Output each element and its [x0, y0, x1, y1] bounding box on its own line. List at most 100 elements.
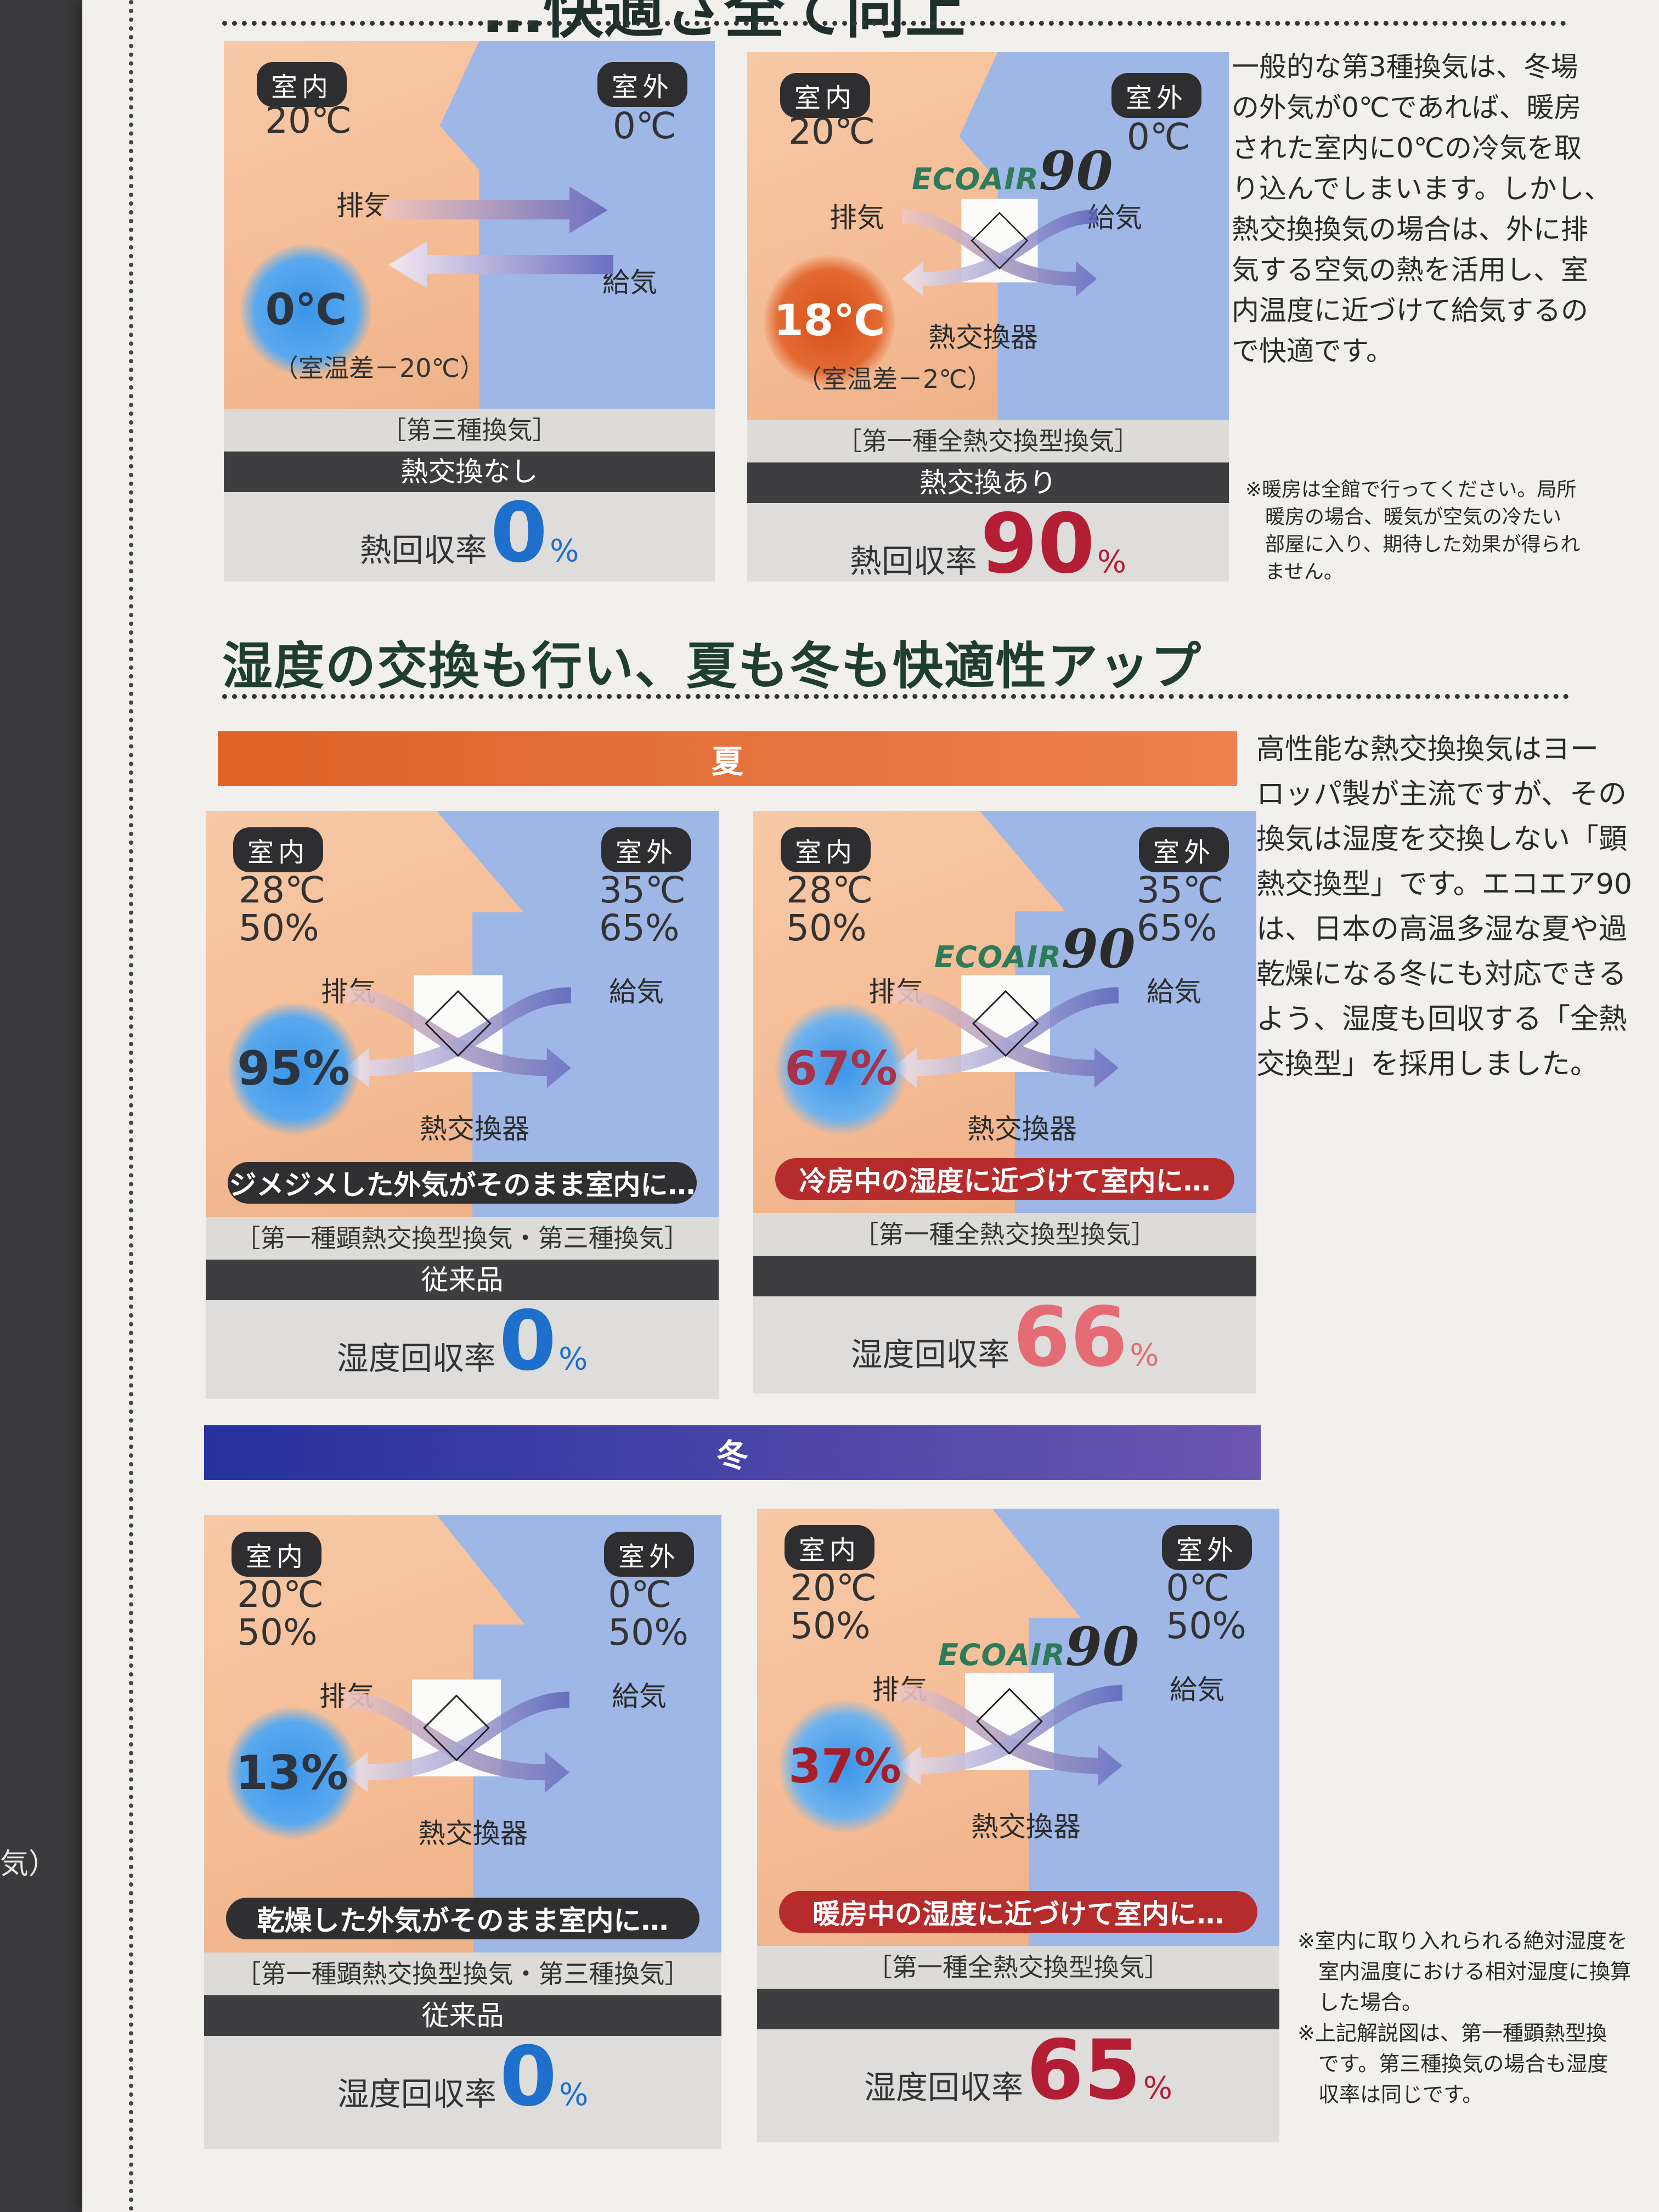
heat-recovery-label: 熱回収率	[359, 532, 487, 569]
ventilation-desc	[753, 1256, 1256, 1296]
ventilation-desc: 熱交換なし	[224, 452, 715, 492]
outdoor-tag: 室外	[603, 1532, 694, 1577]
outdoor-tag: 室外	[601, 827, 691, 872]
indoor-temp-humidity: 28℃ 50%	[786, 869, 873, 950]
top-footnote: ※暖房は全館で行ってください。局所 暖房の場合、暖気が空気の冷たい 部屋に入り、…	[1245, 478, 1581, 583]
heat-recovery-value: 90	[980, 496, 1095, 592]
indoor-tag: 室内	[781, 827, 871, 872]
ventilation-type: ［第一種顕熱交換型換気・第三種換気］	[206, 1217, 719, 1260]
humidity-circle: 67%	[775, 1003, 907, 1135]
ventilation-type: ［第一種全熱交換型換気］	[753, 1213, 1256, 1256]
exhaust-label: 排気	[336, 190, 391, 222]
indoor-temp: 20℃	[265, 99, 352, 142]
top-explanation: 一般的な第3種換気は、冬場 の外気が0℃であれば、暖房 された室内に0℃の冷気を取 …	[1232, 51, 1612, 367]
temp-difference: （室温差－2℃）	[797, 364, 992, 394]
page-edge-fragment: 気）	[0, 1848, 58, 1881]
humidity-recovery-value: 66	[1013, 1290, 1128, 1385]
humidity-recovery-value: 0	[499, 2029, 557, 2125]
ventilation-desc: 従来品	[206, 1260, 719, 1300]
indoor-outdoor-background	[437, 1515, 721, 1953]
outdoor-tag: 室外	[1111, 73, 1201, 118]
heat-panel-2: 室内 室外 20℃ 0℃ 排気 給気 熱交換器 ECOAIR90 18℃ （室温差－2℃） ［第一…	[747, 52, 1229, 592]
humidity-recovery-rate: 湿度回収率 66%	[753, 1296, 1256, 1393]
humidity-recovery-rate: 湿度回収率 0%	[206, 1300, 719, 1399]
ventilation-desc: 熱交換あり	[747, 462, 1229, 503]
summer-bar: 夏	[218, 731, 1237, 786]
airflow-arrows-icon	[893, 975, 1119, 1088]
humidity-recovery-label: 湿度回収率	[864, 2069, 1024, 2106]
outdoor-temp-humidity: 0℃ 50%	[608, 1573, 689, 1654]
indoor-outdoor-background	[992, 1509, 1279, 1946]
indoor-tag: 室内	[785, 1525, 875, 1570]
humidity-message-pill: 乾燥した外気がそのまま室内に…	[226, 1898, 699, 1939]
indoor-tag: 室内	[233, 827, 324, 872]
airflow-arrows-icon	[896, 1673, 1122, 1786]
supply-label: 給気	[1170, 1674, 1224, 1706]
ecoair90-logo: ECOAIR90	[938, 1616, 1140, 1678]
humidity-recovery-label: 湿度回収率	[336, 1340, 496, 1377]
indoor-temp: 20℃	[788, 110, 876, 153]
exhaust-label: 排気	[830, 202, 884, 234]
section-heading: 湿度の交換も行い、夏も冬も快適性アップ	[222, 637, 1203, 696]
ventilation-type: ［第一種顕熱交換型換気・第三種換気］	[204, 1953, 721, 1995]
humidity-recovery-value: 0	[499, 1294, 557, 1389]
indoor-temp-humidity: 20℃ 50%	[237, 1573, 324, 1654]
humidity-recovery-rate: 湿度回収率 0%	[204, 2036, 721, 2149]
percent-sign: %	[559, 2077, 589, 2113]
airflow-arrows-icon	[345, 975, 571, 1088]
indoor-temp-humidity: 28℃ 50%	[239, 869, 326, 950]
outdoor-temp: 0℃	[612, 105, 676, 147]
heat-panel-1: 室内 室外 20℃ 0℃ 排気 給気 0℃ （室温差－20℃） ［第三種換気］ 熱交換なし 熱回収…	[224, 41, 715, 582]
heat-exchanger-label: 熱交換器	[418, 1818, 528, 1849]
heat-diagram: 室内 室外 20℃ 0℃ 排気 給気 熱交換器 ECOAIR90 18℃ （室温差－2℃）	[747, 52, 1229, 420]
percent-sign: %	[550, 533, 579, 569]
percent-sign: %	[1097, 544, 1126, 580]
airflow-arrows-icon	[343, 1679, 569, 1793]
humidity-recovery-label: 湿度回収率	[337, 2075, 496, 2113]
supply-label: 給気	[612, 1680, 667, 1712]
outdoor-temp-humidity: 35℃ 65%	[1136, 869, 1223, 950]
ecoair90-logo: ECOAIR90	[912, 140, 1114, 202]
outdoor-tag: 室外	[1138, 827, 1229, 872]
room-temp-circle: 18℃	[764, 255, 895, 387]
heat-exchanger-arrows	[879, 959, 1132, 1098]
outdoor-temp: 0℃	[1126, 116, 1190, 158]
outdoor-tag: 室外	[597, 62, 687, 107]
mid-explanation: 高性能な熱交換換気はヨー ロッパ製が主流ですが、その 換気は湿度を交換しない「顕 熱…	[1256, 733, 1632, 1081]
humidity-circle: 13%	[226, 1707, 358, 1839]
percent-sign: %	[1143, 2070, 1172, 2106]
indoor-temp-humidity: 20℃ 50%	[790, 1567, 877, 1647]
humidity-recovery-label: 湿度回収率	[850, 1336, 1010, 1373]
indoor-outdoor-background	[436, 811, 719, 1217]
heat-exchanger-arrows	[332, 959, 584, 1098]
room-temp-circle: 0℃	[240, 244, 372, 376]
humidity-message-pill: 暖房中の湿度に近づけて室内に…	[779, 1891, 1257, 1933]
indoor-tag: 室内	[780, 73, 871, 118]
indoor-tag: 室内	[257, 62, 347, 107]
straight-flow-arrows-icon	[383, 187, 613, 288]
indoor-tag: 室内	[232, 1532, 322, 1577]
outdoor-tag: 室外	[1161, 1525, 1252, 1570]
humidity-recovery-value: 65	[1026, 2023, 1141, 2118]
heat-exchanger-arrows	[883, 1657, 1136, 1796]
winter-bar: 冬	[204, 1425, 1261, 1480]
airflow-arrows-icon	[902, 199, 1097, 296]
heat-exchanger-label: 熱交換器	[971, 1811, 1081, 1843]
humidity-circle: 95%	[228, 1003, 359, 1135]
humidity-message-pill: 冷房中の湿度に近づけて室内に…	[775, 1158, 1234, 1200]
ventilation-desc	[757, 1989, 1279, 2029]
supply-label: 給気	[609, 976, 664, 1008]
supply-label: 給気	[1147, 976, 1201, 1008]
ventilation-type: ［第一種全熱交換型換気］	[757, 1946, 1279, 1989]
humidity-message-pill: ジメジメした外気がそのまま室内に…	[228, 1162, 697, 1204]
humidity-circle: 37%	[779, 1701, 911, 1832]
heat-diagram: 室内 室外 20℃ 0℃ 排気 給気 0℃ （室温差－20℃）	[224, 41, 715, 409]
outdoor-temp-humidity: 0℃ 50%	[1166, 1567, 1246, 1647]
